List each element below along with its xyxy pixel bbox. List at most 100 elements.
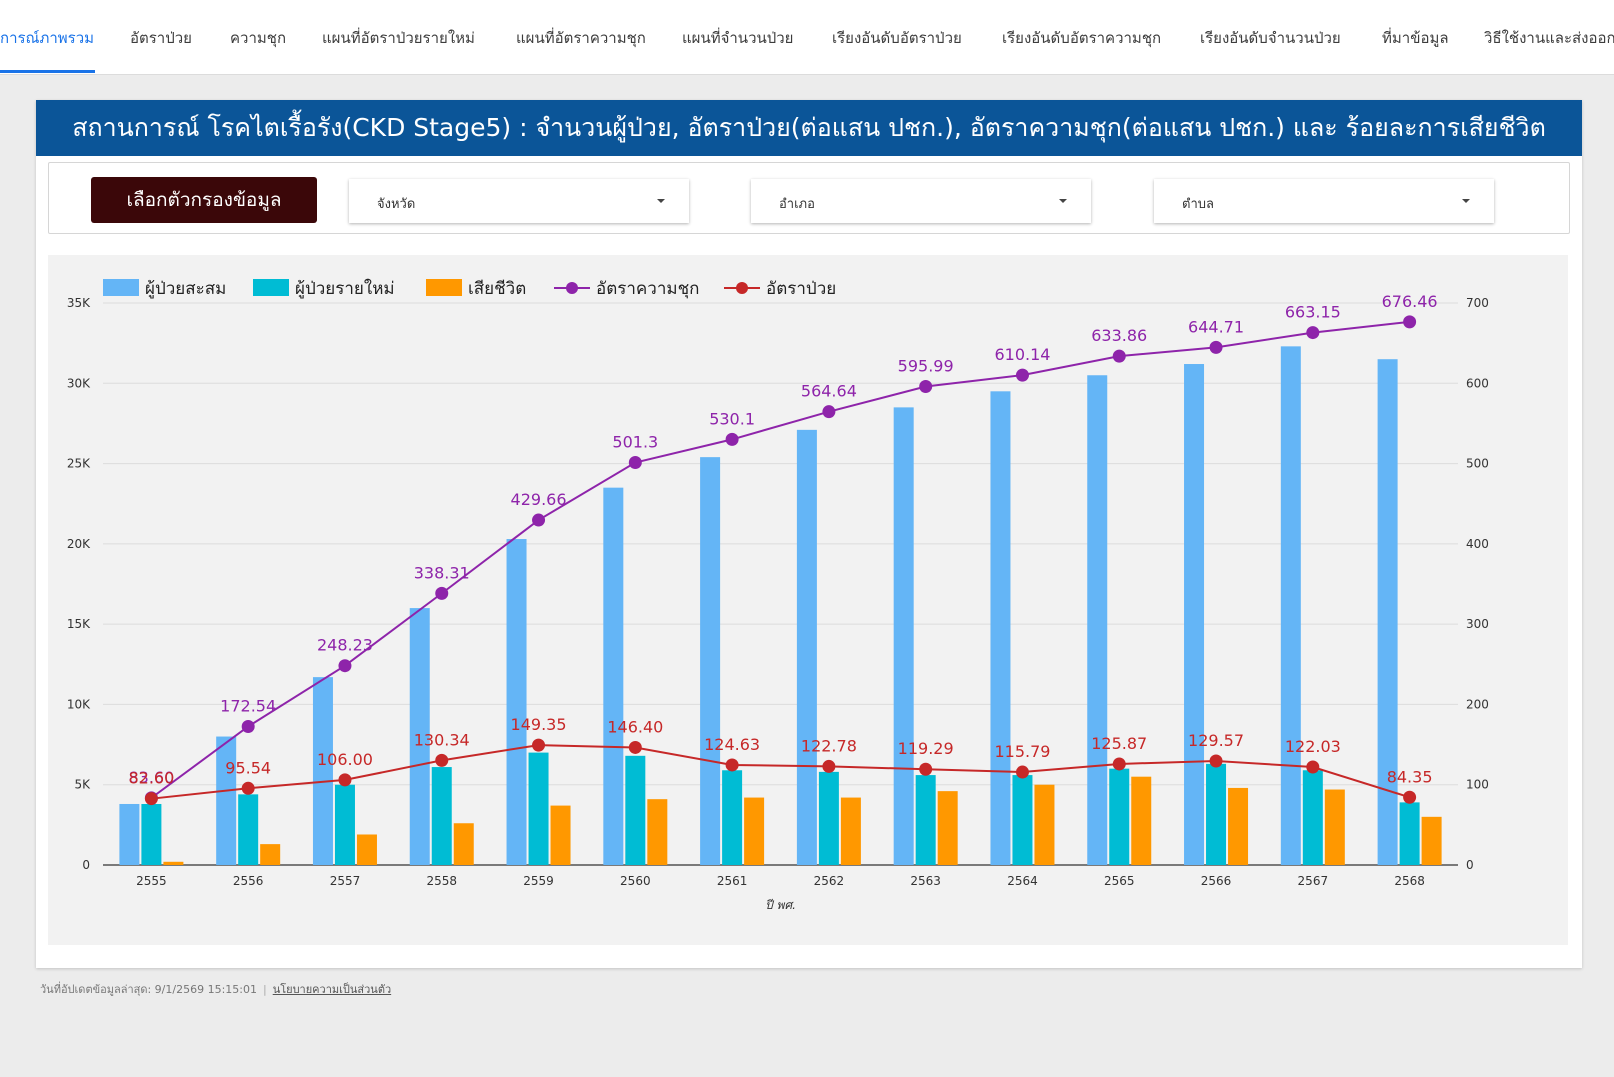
bar-new-patients	[818, 771, 839, 865]
legend-swatch	[426, 279, 462, 296]
district-dropdown[interactable]: อำเภอ	[751, 179, 1091, 223]
x-tick-label: 2564	[1007, 874, 1038, 888]
y-right-tick-label: 700	[1466, 296, 1489, 310]
y-left-tick-label: 25K	[67, 457, 91, 471]
bar-cumulative-patients	[1087, 375, 1108, 865]
tab-incidence[interactable]: อัตราป่วย	[130, 29, 192, 47]
y-left-tick-label: 20K	[67, 537, 91, 551]
bar-deaths	[1034, 784, 1055, 865]
tab-map-patient-count[interactable]: แผนที่จำนวนป่วย	[682, 29, 794, 47]
y-right-tick-label: 600	[1466, 376, 1489, 390]
bar-new-patients	[334, 784, 355, 865]
footer-separator: |	[262, 983, 267, 996]
data-label-prevalence: 338.31	[414, 563, 470, 582]
tab-prevalence[interactable]: ความชุก	[230, 29, 287, 47]
data-label-prevalence: 83.60	[128, 768, 174, 787]
legend-label: อัตราความชุก	[596, 279, 699, 299]
province-dropdown-label: จังหวัด	[377, 197, 416, 212]
bar-new-patients	[625, 755, 646, 865]
point-prevalence	[241, 719, 255, 733]
tab-rank-prevalence[interactable]: เรียงอันดับอัตราความชุก	[1002, 29, 1162, 47]
point-prevalence	[1209, 340, 1223, 354]
bar-deaths	[937, 791, 958, 865]
legend-label: ผู้ป่วยรายใหม่	[295, 278, 395, 299]
point-prevalence	[1306, 326, 1320, 340]
data-label-incidence: 122.78	[801, 736, 857, 755]
x-tick-label: 2567	[1298, 874, 1329, 888]
chevron-down-icon	[1462, 199, 1470, 203]
active-tab-indicator	[0, 70, 95, 73]
data-label-incidence: 146.40	[607, 717, 663, 736]
filter-data-button[interactable]: เลือกตัวกรองข้อมูล	[91, 177, 317, 223]
x-axis-label: ปี พศ.	[765, 898, 796, 912]
data-label-prevalence: 663.15	[1285, 303, 1341, 322]
point-incidence	[1015, 765, 1029, 779]
subdistrict-dropdown-label: ตำบล	[1182, 197, 1214, 212]
district-dropdown-label: อำเภอ	[779, 197, 815, 212]
bar-cumulative-patients	[216, 736, 237, 865]
legend-swatch	[253, 279, 289, 296]
x-tick-label: 2559	[523, 874, 554, 888]
subdistrict-dropdown[interactable]: ตำบล	[1154, 179, 1494, 223]
footer: วันที่อัปเดตข้อมูลล่าสุด: 9/1/2569 15:15…	[40, 980, 391, 998]
bar-new-patients	[1109, 768, 1130, 865]
y-right-tick-label: 500	[1466, 457, 1489, 471]
privacy-policy-link[interactable]: นโยบายความเป็นส่วนตัว	[272, 983, 392, 996]
data-label-prevalence: 676.46	[1382, 292, 1438, 311]
tab-overview[interactable]: การณ์ภาพรวม	[0, 29, 95, 47]
x-tick-label: 2561	[717, 874, 748, 888]
data-label-incidence: 129.57	[1188, 731, 1244, 750]
tab-map-new-incidence[interactable]: แผนที่อัตราป่วยรายใหม่	[322, 29, 475, 47]
data-label-incidence: 125.87	[1091, 734, 1147, 753]
data-label-prevalence: 595.99	[898, 357, 954, 376]
bar-new-patients	[1012, 775, 1033, 865]
point-incidence	[628, 740, 642, 754]
bar-new-patients	[1206, 763, 1227, 865]
data-label-prevalence: 501.3	[612, 433, 658, 452]
y-left-tick-label: 5K	[74, 778, 91, 792]
point-incidence	[532, 738, 546, 752]
bar-cumulative-patients	[409, 608, 430, 865]
tab-rank-patient-count[interactable]: เรียงอันดับจำนวนป่วย	[1200, 29, 1341, 47]
y-right-tick-label: 0	[1466, 858, 1474, 872]
y-left-tick-label: 30K	[67, 376, 91, 390]
bar-deaths	[163, 861, 184, 865]
x-tick-label: 2568	[1394, 874, 1425, 888]
bar-new-patients	[528, 752, 549, 865]
tab-data-source[interactable]: ที่มาข้อมูล	[1382, 29, 1449, 47]
legend-swatch-marker	[566, 282, 578, 294]
data-label-incidence: 149.35	[511, 715, 567, 734]
data-label-prevalence: 248.23	[317, 636, 373, 655]
x-tick-label: 2562	[814, 874, 845, 888]
tab-how-to-use-export[interactable]: วิธีใช้งานและส่งออก	[1484, 29, 1614, 47]
data-label-prevalence: 610.14	[994, 345, 1050, 364]
bar-cumulative-patients	[312, 677, 333, 865]
data-label-incidence: 84.35	[1387, 767, 1433, 786]
bar-deaths	[453, 823, 474, 865]
data-label-incidence: 106.00	[317, 750, 373, 769]
point-prevalence	[1112, 349, 1126, 363]
point-prevalence	[628, 456, 642, 470]
chart-panel: 0 0 5K 100 10K 200 15K 300 20K 400 25K 500 30K 600 35K…	[48, 255, 1568, 945]
data-label-incidence: 82.60	[128, 769, 174, 788]
x-tick-label: 2558	[426, 874, 457, 888]
x-tick-label: 2566	[1201, 874, 1232, 888]
top-navigation: การณ์ภาพรวม อัตราป่วย ความชุก แผนที่อัตร…	[0, 0, 1614, 75]
y-left-tick-label: 0	[82, 858, 90, 872]
tab-rank-incidence[interactable]: เรียงอันดับอัตราป่วย	[832, 29, 962, 47]
x-tick-label: 2560	[620, 874, 651, 888]
legend-swatch	[103, 279, 139, 296]
bar-deaths	[1131, 776, 1152, 865]
data-label-prevalence: 530.1	[709, 409, 755, 428]
x-tick-label: 2565	[1104, 874, 1135, 888]
point-prevalence	[1403, 315, 1417, 329]
point-incidence	[822, 759, 836, 773]
bar-cumulative-patients	[1377, 359, 1398, 865]
province-dropdown[interactable]: จังหวัด	[349, 179, 689, 223]
bar-cumulative-patients	[119, 803, 140, 865]
tab-map-prevalence[interactable]: แผนที่อัตราความชุก	[516, 29, 646, 47]
point-incidence	[435, 753, 449, 767]
data-label-prevalence: 429.66	[511, 490, 567, 509]
line-prevalence	[150, 320, 1410, 799]
line-incidence	[151, 744, 1410, 800]
